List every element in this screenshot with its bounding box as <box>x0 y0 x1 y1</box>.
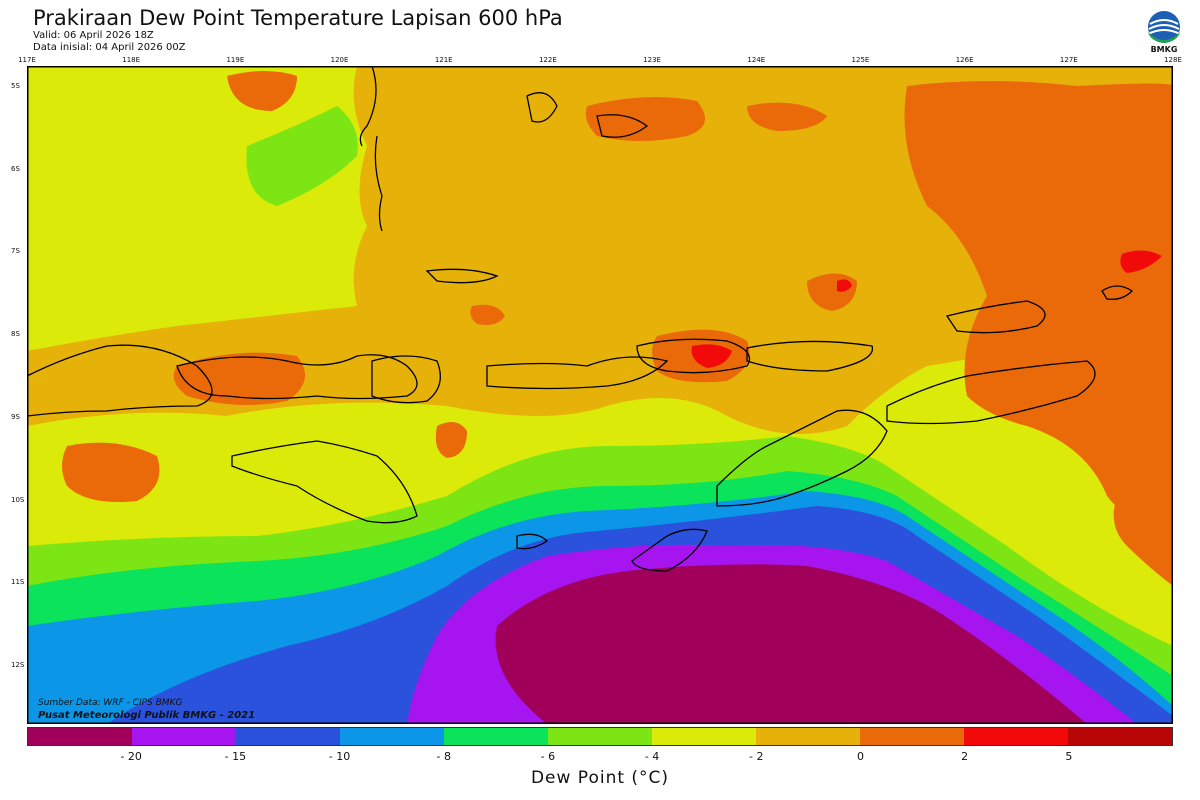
coastlines <box>26 65 1134 572</box>
colorbar-swatch <box>756 728 860 745</box>
colorbar-swatch <box>444 728 548 745</box>
lat-label: 9S <box>11 412 20 421</box>
lon-label: 118E <box>122 56 141 64</box>
field-p2-5-b <box>1120 250 1162 273</box>
colorbar-tick: 2 <box>961 750 969 763</box>
map-frame <box>26 65 1174 725</box>
colorbar-swatch <box>1068 728 1172 745</box>
colorbar-swatch <box>236 728 340 745</box>
lon-label: 124E <box>747 56 766 64</box>
field-p0-2-center-west <box>470 304 505 325</box>
field-p0-2-northeast <box>747 102 827 131</box>
colorbar-swatch <box>132 728 236 745</box>
bmkg-logo-icon <box>1147 11 1181 43</box>
dew-point-field <box>26 65 1174 725</box>
field-p2-5-c <box>837 279 852 292</box>
lat-label: 5S <box>11 82 20 90</box>
colorbar-tick: - 10 <box>328 750 351 763</box>
bmkg-logo: BMKG <box>1144 8 1184 58</box>
dew-point-map <box>26 65 1174 725</box>
lat-label: 8S <box>11 330 20 339</box>
lon-label: 123E <box>643 56 661 64</box>
colorbar-swatch <box>340 728 444 745</box>
lon-label: 117E <box>18 56 36 64</box>
colorbar-tick: - 4 <box>644 750 660 763</box>
colorbar-tick: - 15 <box>224 750 247 763</box>
data-source: Sumber Data: WRF - CIPS BMKG <box>38 698 183 708</box>
field-p0-2-west <box>173 352 305 405</box>
colorbar-tick: - 8 <box>436 750 451 763</box>
valid-time: Valid: 06 April 2026 18Z <box>33 30 154 41</box>
lat-label: 11S <box>11 578 25 587</box>
field-p0-2-north <box>585 97 705 141</box>
field-p0-2-south-central <box>435 422 467 458</box>
colorbar-title: Dew Point (°C) <box>530 768 670 788</box>
colorbar-tick: - 6 <box>540 750 556 763</box>
colorbar-tick: 0 <box>856 750 864 763</box>
colorbar-tick: - 20 <box>120 750 142 763</box>
lon-label: 128E <box>1164 56 1182 64</box>
lat-label: 7S <box>11 247 20 256</box>
lat-label: 6S <box>11 164 20 173</box>
lon-label: 127E <box>1059 56 1078 64</box>
data-center: Pusat Meteorologi Publik BMKG - 2021 <box>38 710 256 721</box>
colorbar <box>27 727 1173 746</box>
lon-label: 122E <box>539 56 557 64</box>
field-p2-5-a <box>691 344 732 368</box>
colorbar-swatch <box>652 728 756 745</box>
colorbar-swatch <box>548 728 652 745</box>
lat-label: 10S <box>11 495 25 504</box>
lon-label: 120E <box>330 56 349 64</box>
colorbar-swatch <box>28 728 132 745</box>
map-title: Prakiraan Dew Point Temperature Lapisan … <box>33 6 563 30</box>
field-m4-2-west <box>27 66 367 351</box>
colorbar-tick: 5 <box>1065 750 1073 763</box>
colorbar-swatch <box>860 728 964 745</box>
field-p0-2-southeast <box>1113 466 1173 586</box>
field-p0-2-nw <box>227 71 297 111</box>
logo-text: BMKG <box>1150 45 1178 54</box>
lon-label: 121E <box>434 56 453 64</box>
field-lt20 <box>495 564 1087 724</box>
colorbar-swatch <box>964 728 1068 745</box>
init-time: Data inisial: 04 April 2026 00Z <box>33 42 186 53</box>
field-p0-2-southwest <box>62 442 160 502</box>
lon-label: 126E <box>955 56 974 64</box>
colorbar-tick: - 2 <box>749 750 764 763</box>
lat-label: 12S <box>11 660 25 669</box>
field-p0-2-east <box>904 81 1173 516</box>
field-m6-4-west <box>246 106 358 206</box>
lon-label: 125E <box>851 56 870 64</box>
lon-label: 119E <box>226 56 245 64</box>
